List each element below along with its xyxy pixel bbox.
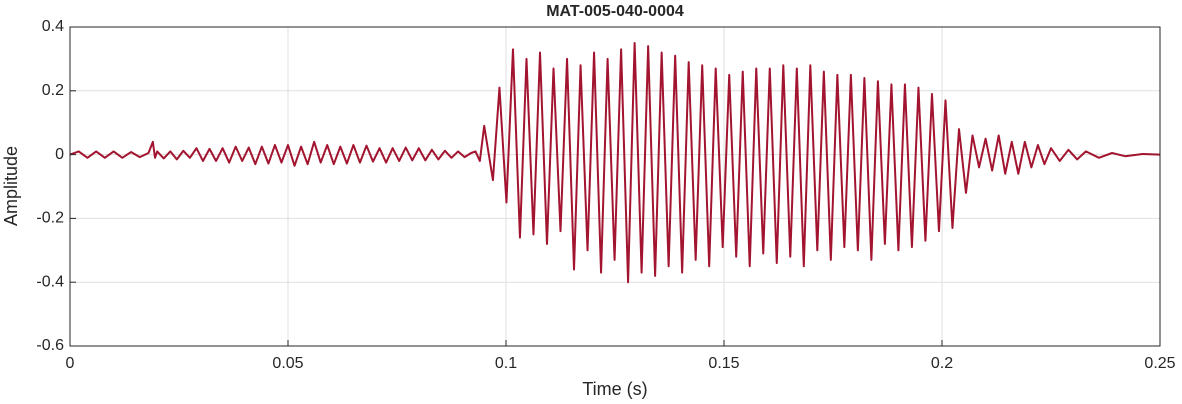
y-tick-label: -0.6 — [36, 337, 64, 354]
y-tick-label: 0.2 — [42, 82, 64, 99]
y-tick-label: -0.4 — [36, 273, 64, 290]
chart-title: MAT-005-040-0004 — [546, 3, 684, 20]
y-tick-label: 0.4 — [42, 18, 64, 35]
x-tick-label: 0.2 — [931, 355, 953, 372]
x-tick-label: 0 — [66, 355, 75, 372]
x-tick-label: 0.15 — [708, 355, 739, 372]
y-tick-label: 0 — [55, 146, 64, 163]
marks — [69, 41, 1161, 284]
x-tick-label: 0.05 — [272, 355, 303, 372]
waveform-line — [69, 41, 1161, 284]
x-tick-label: 0.25 — [1144, 355, 1175, 372]
x-tick-label: 0.1 — [495, 355, 517, 372]
y-tick-label: -0.2 — [36, 210, 64, 227]
y-axis-label: Amplitude — [1, 146, 21, 226]
plot-frame — [69, 26, 1161, 347]
x-axis-label: Time (s) — [582, 379, 647, 399]
plot-area — [70, 27, 1160, 346]
